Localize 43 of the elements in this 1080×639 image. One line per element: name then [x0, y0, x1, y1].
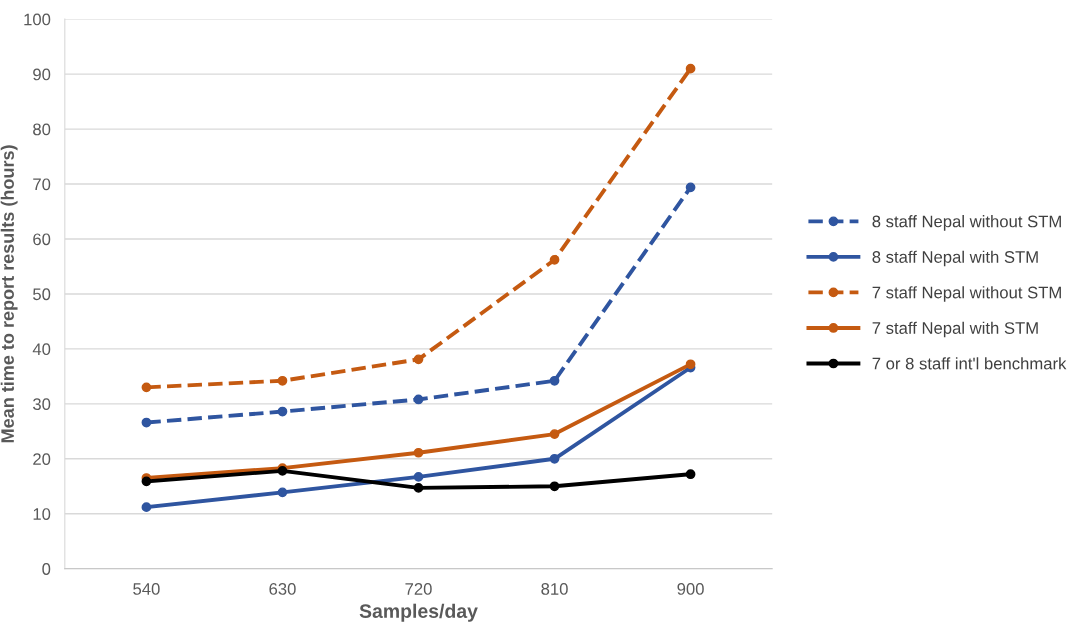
legend-label: 8 staff Nepal with STM	[872, 250, 1038, 267]
y-tick-label: 10	[33, 508, 51, 520]
point	[277, 487, 288, 498]
point	[141, 502, 152, 513]
x-axis-title: Samples/day	[359, 603, 478, 622]
legend-label: 7 staff Nepal without STM	[872, 286, 1061, 302]
x-tick-label: 720	[405, 583, 432, 595]
point	[685, 182, 696, 193]
y-tick-label: 30	[33, 398, 51, 411]
point	[277, 375, 288, 386]
point	[277, 406, 288, 417]
y-axis-title: Mean time to report results (hours)	[0, 145, 18, 443]
point	[141, 417, 152, 428]
x-tick-label: 540	[133, 583, 160, 595]
y-tick-label: 90	[33, 68, 51, 81]
x-tick-label: 630	[269, 583, 296, 595]
legend-label: 8 staff Nepal without STM	[872, 215, 1061, 231]
point	[141, 476, 152, 487]
point	[413, 394, 424, 405]
y-tick-label: 70	[33, 178, 51, 191]
x-tick-label: 900	[677, 583, 704, 595]
point	[549, 255, 560, 265]
y-tick-label: 20	[33, 453, 51, 466]
point	[685, 63, 696, 74]
point	[413, 354, 424, 365]
point	[685, 469, 696, 480]
legend-label: 7 staff Nepal with STM	[872, 321, 1038, 338]
point	[549, 481, 560, 492]
point	[413, 483, 424, 493]
y-tick-label: 40	[32, 343, 51, 356]
point	[141, 382, 152, 393]
point	[413, 447, 424, 458]
y-tick-label: 60	[33, 233, 51, 246]
y-tick-label: 80	[33, 123, 51, 136]
x-tick-label: 810	[541, 583, 568, 595]
point	[549, 453, 560, 464]
point	[413, 472, 424, 482]
y-tick-label: 0	[42, 563, 51, 575]
legend-label: 7 or 8 staff int'l benchmark	[872, 357, 1067, 370]
point	[549, 375, 560, 386]
y-tick-label: 50	[33, 288, 51, 301]
y-tick-label: 100	[24, 13, 51, 26]
point	[549, 429, 560, 439]
